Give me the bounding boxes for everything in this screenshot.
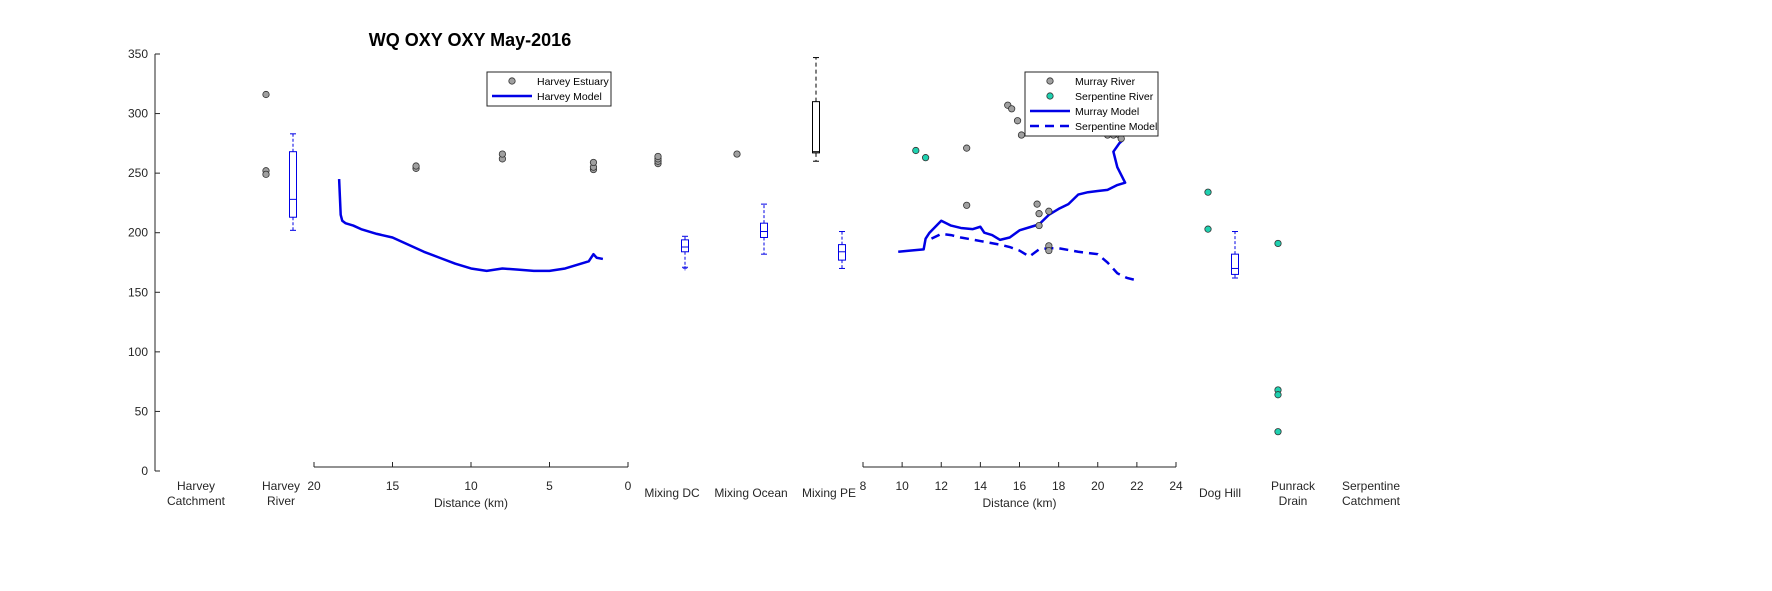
harvey-x-tick-label: 5 bbox=[546, 479, 553, 493]
murray-x-tick-label: 12 bbox=[935, 479, 949, 493]
category-label-mixing_dc: Mixing DC bbox=[644, 486, 700, 500]
serpentine-model-line bbox=[930, 232, 1138, 282]
box-mixing_ocean bbox=[760, 203, 768, 255]
y-tick-label: 200 bbox=[128, 226, 148, 240]
serpentine-river-point bbox=[921, 154, 930, 162]
legend-label: Serpentine River bbox=[1075, 91, 1154, 103]
box-plots: + bbox=[289, 57, 1239, 279]
harvey-model-line bbox=[337, 179, 604, 273]
y-tick-label: 150 bbox=[128, 285, 148, 299]
category-label-harvey_catchment: Harvey Catchment bbox=[167, 479, 226, 508]
y-tick-label: 50 bbox=[135, 404, 149, 418]
category-label-dog_hill: Dog Hill bbox=[1199, 486, 1241, 500]
harvey-estuary-point bbox=[589, 158, 598, 167]
obs-point-mixing_dc bbox=[654, 152, 662, 161]
box-harvey_river bbox=[289, 133, 297, 231]
obs-point-punrack_drain bbox=[1274, 428, 1282, 436]
box-body bbox=[681, 239, 689, 253]
murray-x-tick-label: 10 bbox=[895, 479, 909, 493]
murray-river-point bbox=[963, 201, 971, 209]
box-outlier: + bbox=[682, 263, 687, 273]
observation-points bbox=[262, 90, 1282, 436]
murray-river-point bbox=[1008, 105, 1016, 113]
y-tick-label: 250 bbox=[128, 166, 148, 180]
model-lines bbox=[337, 138, 1138, 282]
obs-point-harvey_river bbox=[262, 90, 270, 99]
category-label-mixing_ocean: Mixing Ocean bbox=[714, 486, 787, 500]
murray-x-tick-label: 24 bbox=[1169, 479, 1183, 493]
harvey-estuary-point bbox=[498, 150, 506, 158]
murray-river-point bbox=[1017, 131, 1026, 139]
chart-title: WQ OXY OXY May-2016 bbox=[369, 30, 571, 50]
harvey-x-tick-label: 20 bbox=[307, 479, 321, 493]
murray-river-point bbox=[1013, 117, 1022, 125]
legend-label: Harvey Estuary bbox=[537, 76, 610, 88]
box-body bbox=[760, 222, 768, 238]
murray-river-point bbox=[1045, 246, 1053, 255]
category-axis: Harvey Catchment Harvey River Mixing DC Mixin… bbox=[167, 479, 1401, 508]
harvey-estuary-point bbox=[412, 162, 420, 170]
murray-x-tick-label: 22 bbox=[1130, 479, 1144, 493]
box-mixing_pe bbox=[838, 231, 846, 269]
harvey-x-tick-label: 10 bbox=[464, 479, 478, 493]
legend-label: Serpentine Model bbox=[1075, 121, 1157, 133]
murray-river-point bbox=[1033, 200, 1041, 208]
murray-model-line bbox=[898, 138, 1127, 254]
murray-x-tick-label: 8 bbox=[860, 479, 867, 493]
harvey-x-tick-label: 15 bbox=[386, 479, 400, 493]
legend-marker bbox=[1046, 77, 1054, 85]
box-body bbox=[289, 151, 297, 218]
category-label-mixing_pe: Mixing PE bbox=[802, 486, 856, 500]
box-body bbox=[812, 101, 820, 154]
obs-point-harvey_river bbox=[262, 170, 270, 178]
legend-label: Murray Model bbox=[1075, 106, 1139, 118]
y-tick-label: 0 bbox=[141, 464, 148, 478]
obs-point-dog_hill bbox=[1204, 225, 1212, 233]
legend-marker bbox=[1046, 92, 1054, 100]
y-axis: 0 50 100 150 200 250 300 350 bbox=[128, 47, 160, 478]
obs-point-punrack_drain bbox=[1274, 239, 1282, 248]
murray-x-tick-label: 16 bbox=[1013, 479, 1027, 493]
category-label-serpentine_catchment: Serpentine Catchment bbox=[1342, 479, 1401, 508]
murray-river-point bbox=[1035, 221, 1043, 230]
legend-label: Murray River bbox=[1075, 76, 1136, 88]
murray-river-point bbox=[1035, 210, 1043, 218]
murray-legend: Murray River Serpentine River Murray Model… bbox=[1024, 71, 1159, 137]
murray-x-tick-label: 20 bbox=[1091, 479, 1105, 493]
box-mixing_pe bbox=[812, 57, 820, 162]
obs-point-punrack_drain bbox=[1274, 391, 1282, 399]
murray-x-tick-label: 18 bbox=[1052, 479, 1066, 493]
y-tick-label: 300 bbox=[128, 107, 148, 121]
harvey-x-label: Distance (km) bbox=[434, 496, 508, 510]
legend-box bbox=[486, 71, 612, 107]
category-label-harvey_river: Harvey River bbox=[262, 479, 300, 508]
harvey-legend: Harvey Estuary Harvey Model bbox=[486, 71, 612, 107]
obs-point-mixing_ocean bbox=[733, 150, 741, 158]
box-dog_hill bbox=[1231, 231, 1239, 279]
category-label-punrack_drain: Punrack Drain bbox=[1271, 479, 1316, 508]
y-tick-label: 100 bbox=[128, 345, 148, 359]
legend-marker bbox=[508, 77, 516, 85]
box-body bbox=[838, 244, 846, 261]
murray-distance-axis: 8 10 12 14 16 18 20 22 24 Distance (km) bbox=[860, 462, 1183, 510]
harvey-x-tick-label: 0 bbox=[625, 479, 632, 493]
harvey-distance-axis: 20 15 10 5 0 Distance (km) bbox=[307, 462, 632, 510]
murray-x-label: Distance (km) bbox=[982, 496, 1056, 510]
legend-label: Harvey Model bbox=[537, 91, 602, 103]
box-body bbox=[1231, 253, 1239, 275]
murray-river-point bbox=[1045, 207, 1053, 215]
box-mixing_dc: + bbox=[681, 235, 689, 273]
obs-point-dog_hill bbox=[1204, 188, 1212, 196]
murray-x-tick-label: 14 bbox=[974, 479, 988, 493]
y-tick-label: 350 bbox=[128, 47, 148, 61]
serpentine-river-point bbox=[912, 146, 920, 155]
murray-river-point bbox=[963, 144, 971, 152]
